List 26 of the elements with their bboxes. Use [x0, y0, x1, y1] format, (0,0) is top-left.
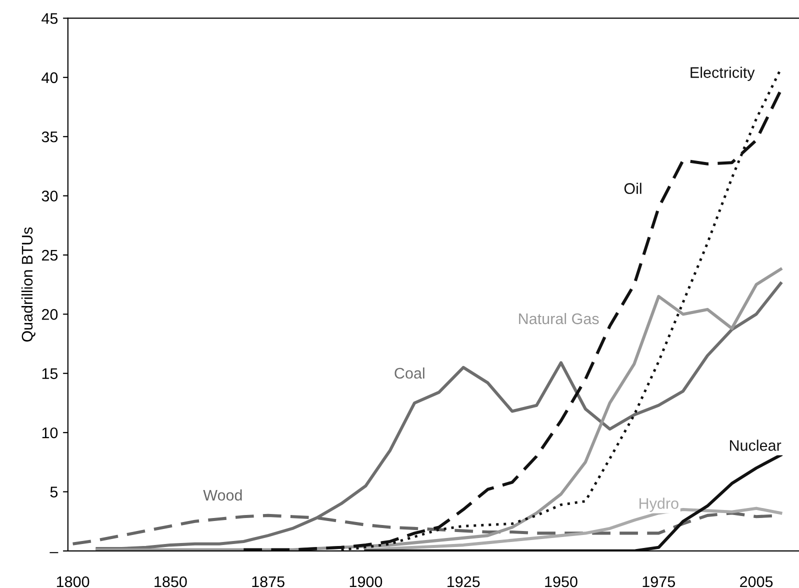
x-tick-label: 1850: [154, 576, 187, 588]
y-axis-title: Quadrillion BTUs: [21, 227, 36, 342]
y-tick-label: 35: [42, 131, 58, 142]
x-tick-label: 1950: [545, 576, 578, 588]
x-tick-label: 1800: [56, 576, 90, 588]
series-label: Coal: [394, 367, 424, 379]
y-tick-label: 5: [50, 486, 58, 498]
y-tick-label: 45: [42, 13, 58, 24]
y-tick-label: 25: [42, 250, 58, 261]
y-tick-label: 40: [42, 72, 58, 84]
x-tick-label: 1975: [642, 576, 675, 588]
series-label: Oil: [624, 182, 642, 194]
x-tick-label: 2005: [740, 576, 773, 588]
y-tick-label: 30: [42, 190, 58, 202]
x-tick-label: 1900: [350, 576, 382, 588]
series-label: Electricity: [690, 66, 755, 81]
series-label: Hydro: [640, 498, 678, 512]
y-tick-label: –: [50, 552, 58, 554]
text: Natural Gas: [519, 312, 599, 324]
y-tick-label: 10: [42, 427, 58, 438]
series-label: Nuclear: [730, 440, 782, 451]
series-label: Wood: [203, 489, 242, 501]
y-tick-label: 20: [42, 309, 58, 320]
x-tick-label: 1875: [252, 576, 284, 588]
x-tick-label: 1925: [448, 576, 480, 588]
y-tick-label: 15: [42, 368, 58, 380]
